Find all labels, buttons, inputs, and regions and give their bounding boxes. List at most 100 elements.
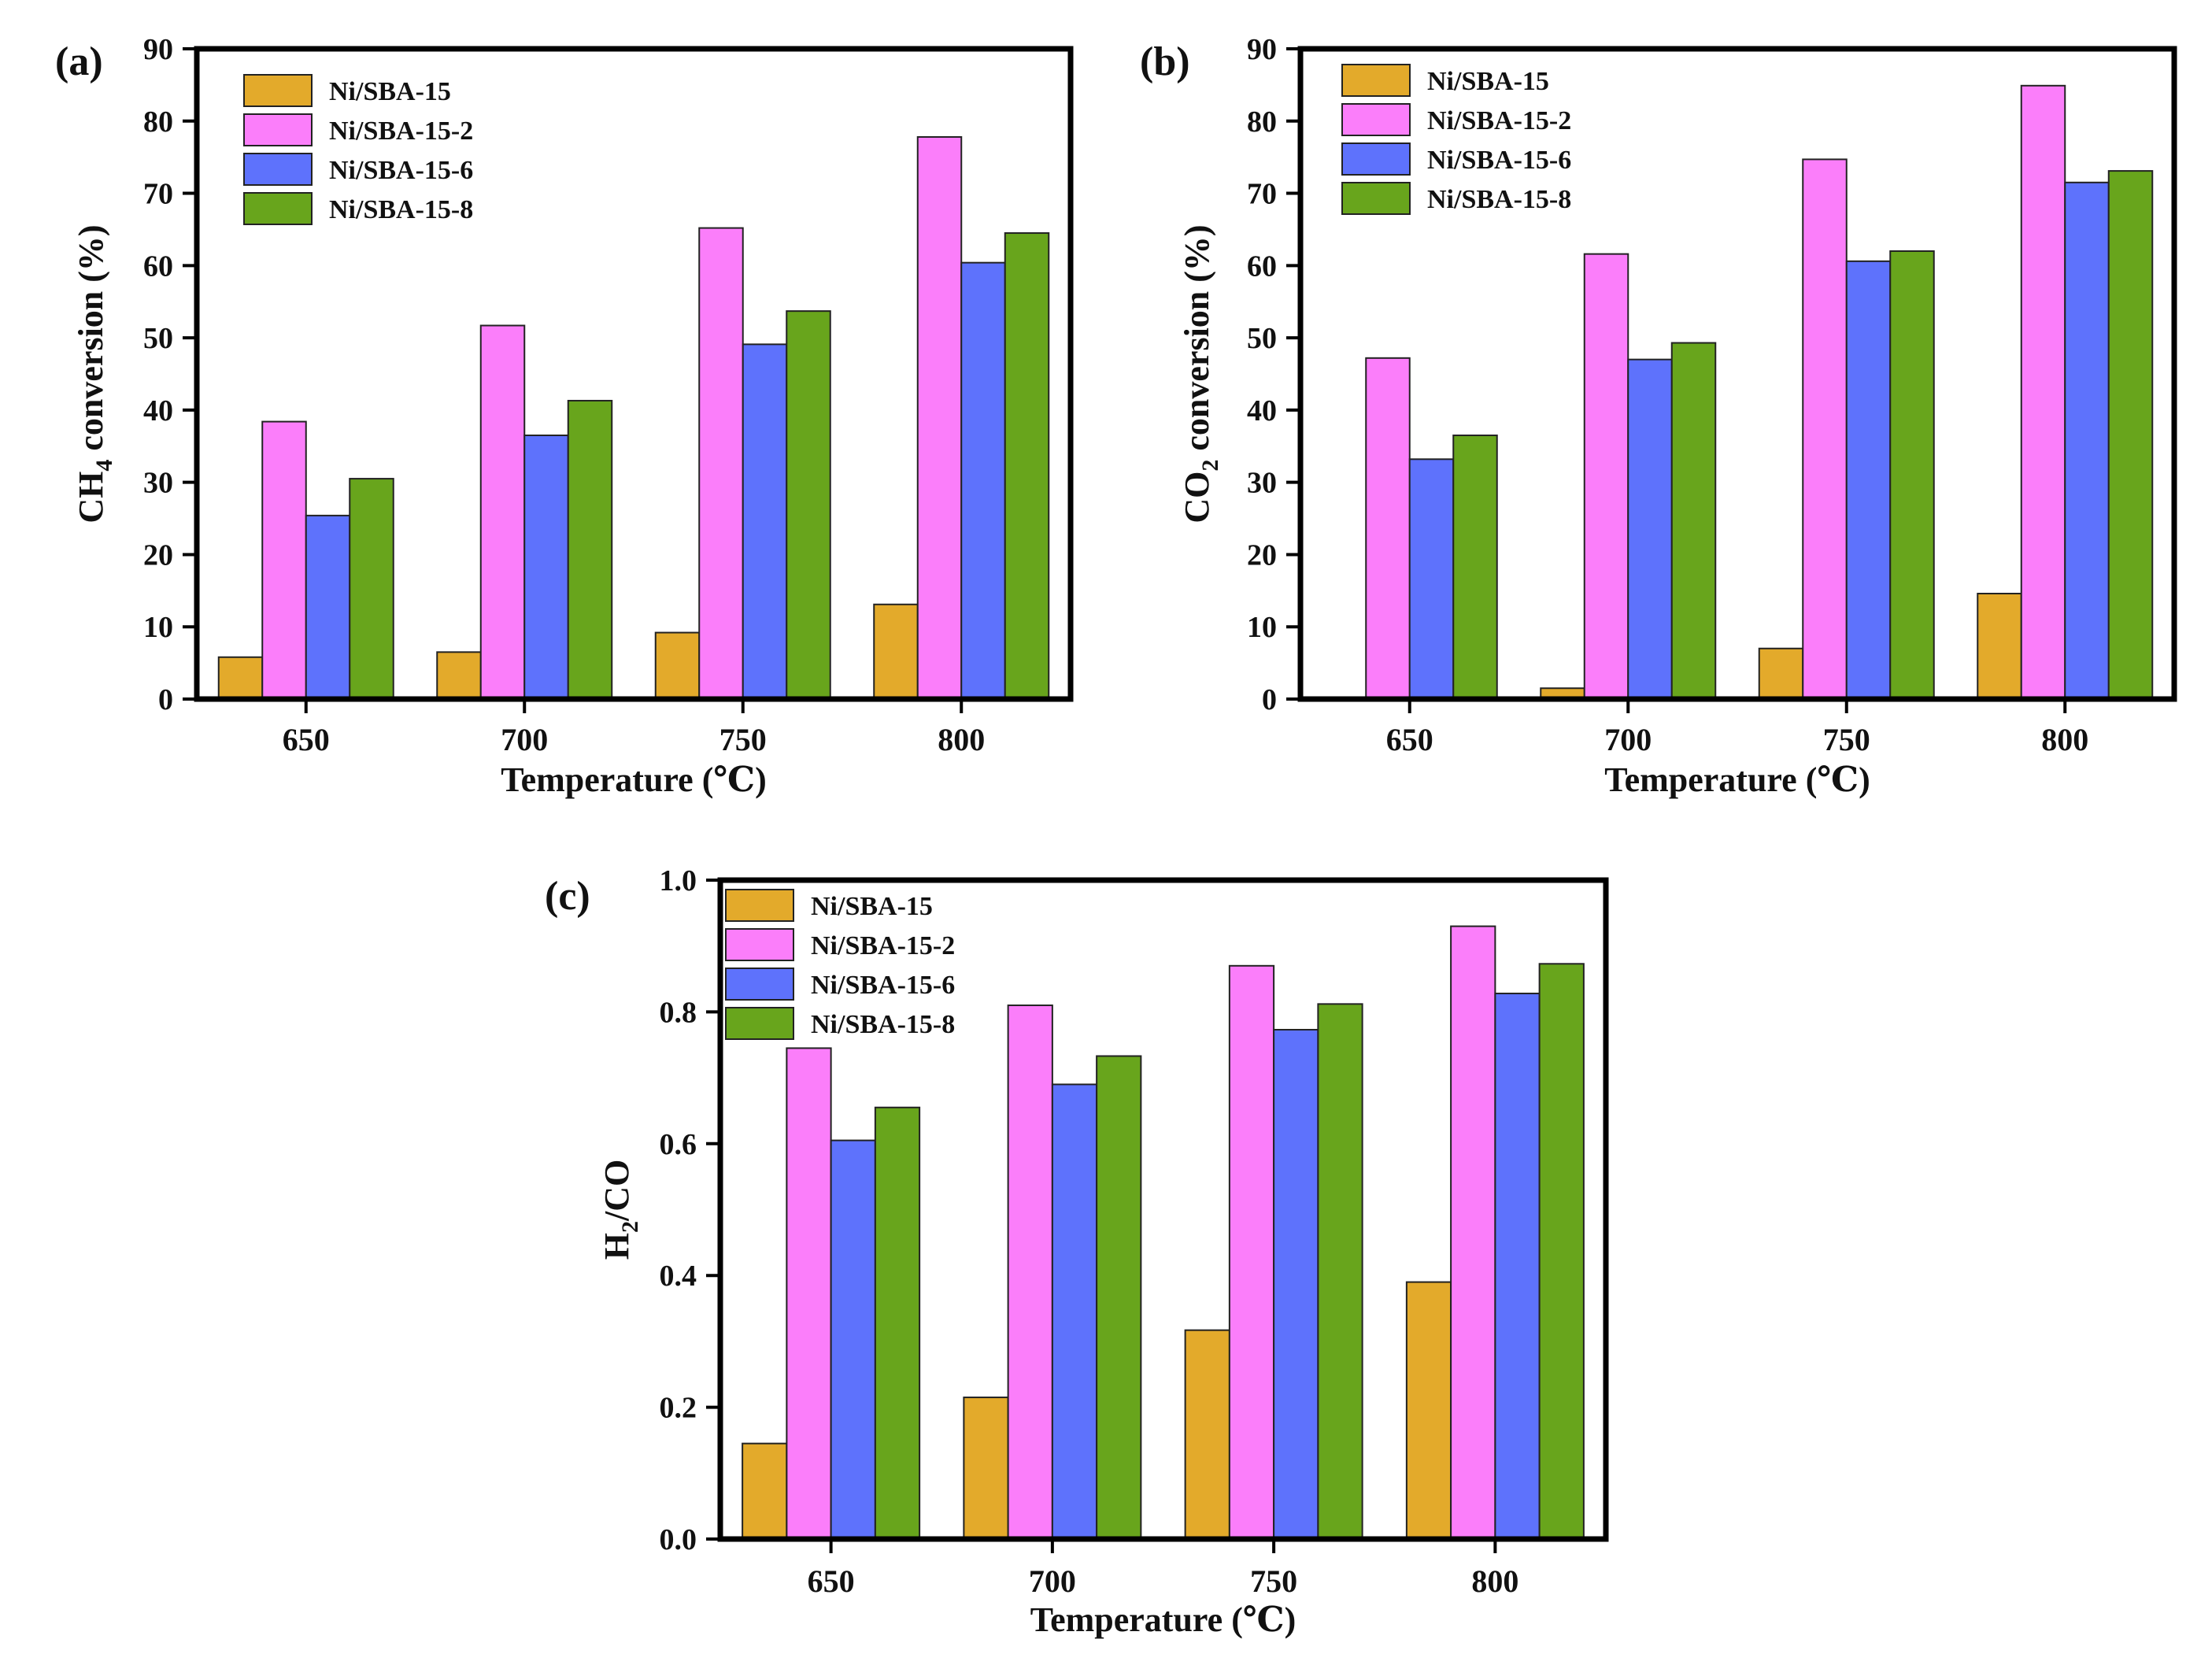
x-tick-label: 750 (1250, 1563, 1297, 1599)
legend-label: Ni/SBA-15 (1427, 67, 1549, 96)
legend-swatch (725, 889, 794, 922)
bar (1096, 1055, 1142, 1540)
bar (874, 1106, 921, 1540)
legend-swatch (1341, 64, 1411, 97)
y-tick-label: 10 (1247, 611, 1277, 644)
bar (960, 261, 1006, 700)
y-tick-label: 20 (1247, 538, 1277, 572)
bar (1051, 1083, 1098, 1540)
bar (349, 478, 394, 700)
bar (305, 514, 351, 701)
bar (1450, 925, 1496, 1540)
y-tick-label: 1.0 (660, 864, 697, 897)
y-tick-label: 90 (1247, 33, 1277, 66)
y-tick-label: 90 (143, 33, 173, 66)
legend-label: Ni/SBA-15-2 (1427, 106, 1571, 135)
legend: Ni/SBA-15 Ni/SBA-15-2 Ni/SBA-15-6 Ni/SBA-15… (725, 889, 955, 1040)
chart-panel-1: (a) 0 10 20 30 40 50 60 70 80 90 650 700 750 800 Temper… (55, 33, 1074, 799)
chart-panel-2: (b) 0 10 20 30 40 50 60 70 80 90 650 700 750 800 Temper… (1140, 33, 2177, 799)
y-tick-label: 30 (1247, 467, 1277, 500)
bar (1889, 250, 1935, 700)
legend-label: Ni/SBA-15-2 (811, 931, 955, 960)
bar (1494, 992, 1541, 1540)
bar (1007, 1005, 1053, 1540)
legend: Ni/SBA-15 Ni/SBA-15-2 Ni/SBA-15-6 Ni/SBA-15… (243, 74, 473, 225)
bar (742, 343, 788, 700)
bar (1802, 158, 1848, 701)
x-tick-label: 650 (283, 722, 330, 757)
x-axis-label: Temperature (℃) (1030, 1600, 1296, 1639)
y-tick-label: 70 (1247, 178, 1277, 211)
legend-label: Ni/SBA-15-6 (329, 156, 473, 185)
bar (1408, 458, 1455, 700)
y-tick-label: 30 (143, 467, 173, 500)
bar (436, 651, 482, 700)
legend-swatch (1341, 103, 1411, 136)
x-tick-label: 650 (1386, 722, 1433, 757)
y-tick-label: 40 (143, 394, 173, 427)
bar (1184, 1329, 1230, 1541)
y-tick-label: 50 (143, 322, 173, 355)
bar (2064, 181, 2110, 701)
x-axis-label: Temperature (℃) (1604, 760, 1870, 799)
legend-swatch (725, 1007, 794, 1040)
x-tick-label: 750 (1823, 722, 1870, 757)
y-tick-label: 80 (1247, 105, 1277, 139)
legend: Ni/SBA-15 Ni/SBA-15-2 Ni/SBA-15-6 Ni/SBA-15… (1341, 64, 1571, 215)
panel-label: (a) (55, 39, 103, 84)
x-tick-label: 700 (1029, 1563, 1076, 1599)
y-tick-label: 80 (143, 105, 173, 139)
bar (873, 603, 919, 701)
y-tick-label: 60 (143, 250, 173, 283)
bar (963, 1397, 1009, 1541)
bar (261, 420, 307, 700)
chart-panel-3: (c) 0.0 0.2 0.4 0.6 0.8 1.0 650 700 750 800 Tempera… (545, 864, 1609, 1639)
plot-frame (717, 877, 1609, 1542)
bar (698, 227, 744, 700)
bar (1317, 1003, 1363, 1540)
y-tick-label: 0.2 (660, 1392, 697, 1425)
legend-swatch (1341, 182, 1411, 215)
y-axis-label: CH4 conversion (%) (72, 224, 117, 523)
bar (786, 1047, 832, 1541)
bar (830, 1139, 876, 1540)
y-tick-label: 50 (1247, 322, 1277, 355)
x-tick-label: 800 (2041, 722, 2088, 757)
legend-swatch (243, 192, 313, 225)
y-tick-label: 10 (143, 611, 173, 644)
legend-swatch (243, 113, 313, 146)
plot-frame (194, 46, 1074, 702)
bar (2020, 84, 2066, 701)
bar (1365, 357, 1411, 700)
bar (1977, 593, 2022, 701)
bar (786, 310, 831, 700)
y-tick-label: 0.4 (660, 1260, 697, 1293)
bar (1583, 253, 1629, 701)
x-tick-label: 700 (501, 722, 548, 757)
bar (1452, 435, 1498, 700)
legend-swatch (1341, 142, 1411, 176)
bar (1004, 232, 1050, 700)
y-tick-label: 0 (1262, 683, 1277, 716)
y-tick-label: 0 (158, 683, 173, 716)
y-axis-label: CO2 conversion (%) (1178, 224, 1223, 523)
y-tick-label: 0.6 (660, 1128, 697, 1161)
legend-label: Ni/SBA-15-2 (329, 117, 473, 146)
bar (1670, 342, 1717, 700)
legend-label: Ni/SBA-15-8 (1427, 185, 1571, 214)
panel-label: (c) (545, 874, 590, 919)
legend-label: Ni/SBA-15 (811, 892, 933, 921)
bar (479, 324, 526, 700)
x-tick-label: 650 (808, 1563, 855, 1599)
y-tick-label: 60 (1247, 250, 1277, 283)
bar (742, 1442, 788, 1541)
bar (567, 399, 613, 700)
bar (1758, 647, 1804, 700)
bar (2107, 170, 2154, 701)
bar (1627, 358, 1673, 700)
y-axis-label: H2/CO (597, 1160, 643, 1260)
legend-swatch (725, 968, 794, 1001)
y-tick-label: 40 (1247, 394, 1277, 427)
bar (523, 435, 569, 700)
bar (1845, 260, 1892, 700)
